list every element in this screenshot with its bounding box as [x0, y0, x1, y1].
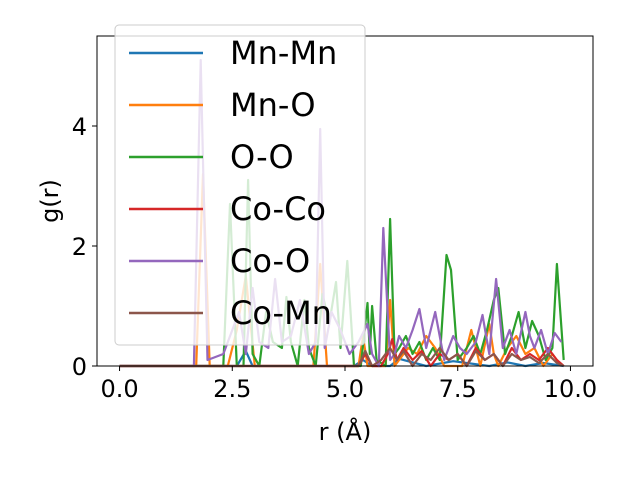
series-line-5 — [119, 346, 565, 368]
x-tick-label: 2.5 — [213, 375, 251, 403]
legend-label-5: Co-Mn — [230, 294, 332, 332]
legend-label-3: Co-Co — [230, 190, 326, 228]
x-tick-label: 0.0 — [100, 375, 138, 403]
y-tick-label: 2 — [72, 233, 87, 261]
legend-label-0: Mn-Mn — [230, 34, 337, 72]
legend: Mn-Mn Mn-O O-O Co-Co Co-O Co-Mn — [114, 24, 366, 346]
x-ticks: 0.0 2.5 5.0 7.5 10.0 — [100, 366, 597, 403]
y-tick-label: 0 — [72, 353, 87, 381]
y-tick-label: 4 — [72, 113, 87, 141]
legend-label-4: Co-O — [230, 242, 310, 280]
legend-label-1: Mn-O — [230, 86, 316, 124]
x-tick-label: 10.0 — [544, 375, 597, 403]
x-tick-label: 7.5 — [439, 375, 477, 403]
x-axis-label: r (Å) — [319, 417, 372, 446]
legend-label-2: O-O — [230, 138, 294, 176]
y-ticks: 0 2 4 — [72, 113, 97, 381]
x-tick-label: 5.0 — [326, 375, 364, 403]
y-axis-label: g(r) — [36, 179, 64, 223]
